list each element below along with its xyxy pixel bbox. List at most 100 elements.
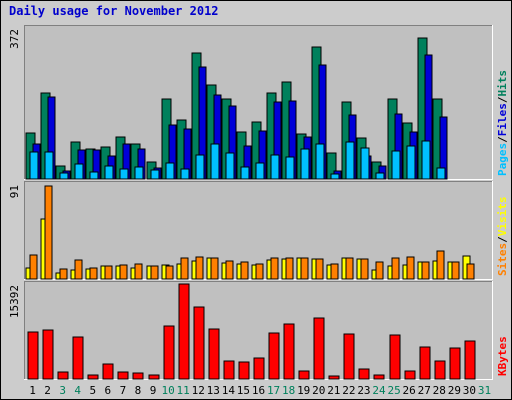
bar-sites <box>59 268 68 280</box>
bar-kbytes <box>27 331 39 380</box>
x-tick-label: 9 <box>150 384 157 397</box>
y-axis-label-separator: / <box>496 96 509 103</box>
bar-pages <box>89 171 99 180</box>
bar-sites <box>300 257 309 280</box>
bar-sites <box>134 263 143 280</box>
bar-kbytes <box>464 340 476 380</box>
bar-pages <box>240 166 250 180</box>
bar-kbytes <box>298 370 310 380</box>
bar-kbytes <box>238 361 250 380</box>
bar-pages <box>375 172 385 180</box>
x-tick-label: 15 <box>237 384 250 397</box>
bar-sites <box>270 257 279 280</box>
y-max-label-1: 91 <box>8 185 21 198</box>
bar-sites <box>74 259 83 280</box>
bar-sites <box>89 267 98 280</box>
bar-kbytes <box>253 357 265 380</box>
bar-kbytes <box>328 375 340 380</box>
x-tick-label: 7 <box>120 384 127 397</box>
bar-pages <box>195 154 205 180</box>
bar-kbytes <box>117 371 129 380</box>
bar-kbytes <box>404 370 416 380</box>
bar-pages <box>150 169 160 180</box>
bar-sites <box>150 265 159 280</box>
bar-sites <box>406 256 415 280</box>
bar-pages <box>360 147 370 180</box>
bar-pages <box>270 154 280 180</box>
bar-pages <box>225 152 235 180</box>
x-tick-label: 10 <box>161 384 174 397</box>
x-tick-label: 3 <box>59 384 66 397</box>
bar-sites <box>360 258 369 280</box>
bar-pages <box>29 151 39 180</box>
bar-kbytes <box>343 333 355 380</box>
bar-kbytes <box>373 374 385 380</box>
bar-pages <box>285 156 295 180</box>
x-tick-label: 12 <box>192 384 205 397</box>
x-tick-label: 26 <box>403 384 416 397</box>
bar-sites <box>451 261 460 280</box>
x-tick-label: 24 <box>372 384 386 397</box>
bar-sites <box>330 263 339 280</box>
bar-kbytes <box>268 332 280 380</box>
x-tick-label: 20 <box>312 384 325 397</box>
x-tick-label: 29 <box>448 384 461 397</box>
x-tick-label: 28 <box>433 384 446 397</box>
y-axis-label-part: Files <box>496 103 509 136</box>
page-title: Daily usage for November 2012 <box>9 4 219 18</box>
bar-kbytes <box>163 325 175 380</box>
bar-kbytes <box>449 347 461 380</box>
x-tick-label: 18 <box>282 384 295 397</box>
bar-sites <box>180 257 189 280</box>
x-tick-label: 14 <box>222 384 236 397</box>
y-axis-label-part: Pages <box>496 143 509 176</box>
bar-pages <box>330 173 340 180</box>
x-tick-label: 30 <box>463 384 476 397</box>
x-tick-label: 4 <box>74 384 81 397</box>
bar-pages <box>119 168 129 180</box>
bar-kbytes <box>434 360 446 380</box>
bar-kbytes <box>102 363 114 380</box>
y-axis-label-separator: / <box>496 136 509 143</box>
bar-sites <box>225 260 234 280</box>
y-max-label-2: 15392 <box>8 285 21 318</box>
bar-pages <box>255 162 265 180</box>
bar-sites <box>240 261 249 280</box>
y-axis-label-part: Visits <box>496 197 509 237</box>
bar-sites <box>195 256 204 280</box>
x-tick-label: 17 <box>267 384 280 397</box>
bar-sites <box>210 257 219 280</box>
x-tick-label: 31 <box>478 384 491 397</box>
bar-pages <box>391 150 401 180</box>
bar-kbytes <box>223 360 235 380</box>
bar-pages <box>104 165 114 180</box>
bar-pages <box>44 151 54 180</box>
bar-kbytes <box>389 334 401 380</box>
bar-kbytes <box>57 371 69 380</box>
x-tick-label: 8 <box>135 384 142 397</box>
x-tick-label: 6 <box>105 384 112 397</box>
x-tick-label: 11 <box>177 384 190 397</box>
bar-pages <box>210 143 220 180</box>
bar-kbytes <box>419 346 431 380</box>
y-axis-label-1: Sites/Visits <box>496 197 509 277</box>
bar-sites <box>375 261 384 280</box>
bar-sites <box>315 258 324 280</box>
x-tick-label: 5 <box>89 384 96 397</box>
x-tick-label: 21 <box>327 384 340 397</box>
bar-sites <box>391 257 400 280</box>
bar-kbytes <box>313 317 325 380</box>
y-axis-label-part: Hits <box>496 70 509 97</box>
bar-sites <box>29 254 38 280</box>
y-axis-label-part: Sites <box>496 243 509 276</box>
x-tick-label: 1 <box>29 384 36 397</box>
bar-pages <box>180 168 190 180</box>
y-axis-label-2: KBytes <box>496 336 509 376</box>
bar-kbytes <box>148 374 160 380</box>
bar-sites <box>345 257 354 280</box>
x-tick-label: 16 <box>252 384 265 397</box>
y-max-label-0: 372 <box>8 29 21 49</box>
x-tick-label: 25 <box>387 384 400 397</box>
